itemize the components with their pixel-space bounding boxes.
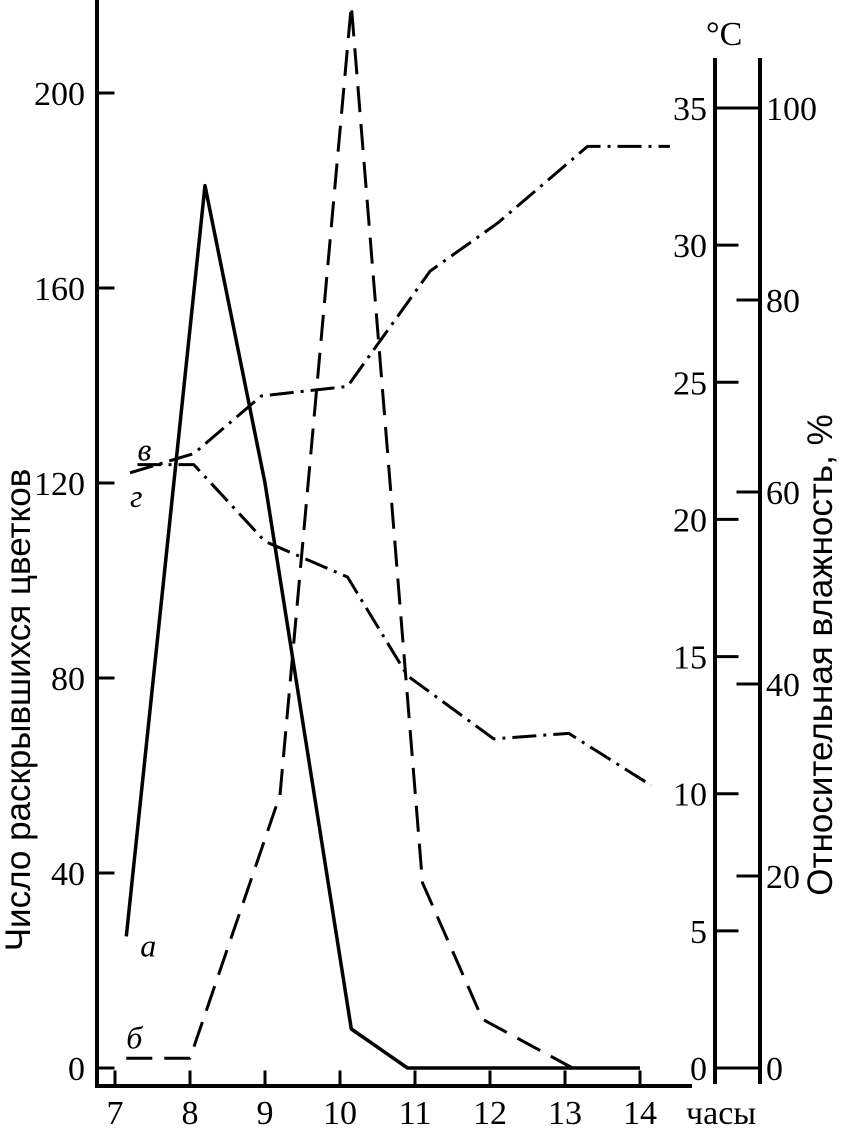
y-left-tick-label: 80 [51,661,85,698]
y-humidity-tick-label: 20 [766,859,800,896]
y-temp-tick-label: 35 [673,91,707,128]
y-humidity-tick-label: 40 [766,667,800,704]
x-tick-label: 9 [257,1095,274,1130]
x-tick-label: 7 [107,1095,124,1130]
x-tick-label: 14 [623,1095,657,1130]
y-temp-tick-label: 25 [673,365,707,402]
series-label-2: б [126,1019,143,1055]
x-tick-label: 8 [182,1095,199,1130]
y-temp-tick-label: 20 [673,502,707,539]
series-label-3: в [138,432,152,468]
series-line-3 [138,465,652,786]
y-left-tick-label: 0 [68,1051,85,1088]
y-left-tick-label: 40 [51,856,85,893]
series-line-1 [126,186,640,1068]
y-left-tick-label: 200 [34,76,85,113]
series-layer [126,5,670,1068]
series-line-2 [126,5,572,1068]
series-label-4: г [130,478,142,514]
y-left-tick-label: 160 [34,271,85,308]
y-humidity-tick-label: 80 [766,283,800,320]
y-temp-tick-label: 0 [690,1051,707,1088]
x-tick-label: 13 [548,1095,582,1130]
y-humidity-axis-title: Относительная влажность, % [801,414,840,895]
y-left-axis-title: Число раскрывшихся цветков [0,469,38,952]
y-temp-unit-label: °C [706,16,742,53]
y-temp-tick-label: 5 [690,914,707,951]
x-tick-label: 10 [323,1095,357,1130]
y-temp-tick-label: 10 [673,777,707,814]
y-humidity-tick-label: 0 [766,1051,783,1088]
x-tick-label: 12 [473,1095,507,1130]
y-temp-tick-label: 30 [673,228,707,265]
y-humidity-tick-label: 100 [766,91,817,128]
y-humidity-tick-label: 60 [766,475,800,512]
y-left-tick-label: 120 [34,466,85,503]
series-label-1: а [140,927,156,963]
x-tick-label: 11 [399,1095,432,1130]
axes-layer [97,0,760,1086]
series-line-4 [130,146,670,472]
y-temp-tick-label: 15 [673,640,707,677]
x-axis-unit-label: часы [686,1095,756,1130]
